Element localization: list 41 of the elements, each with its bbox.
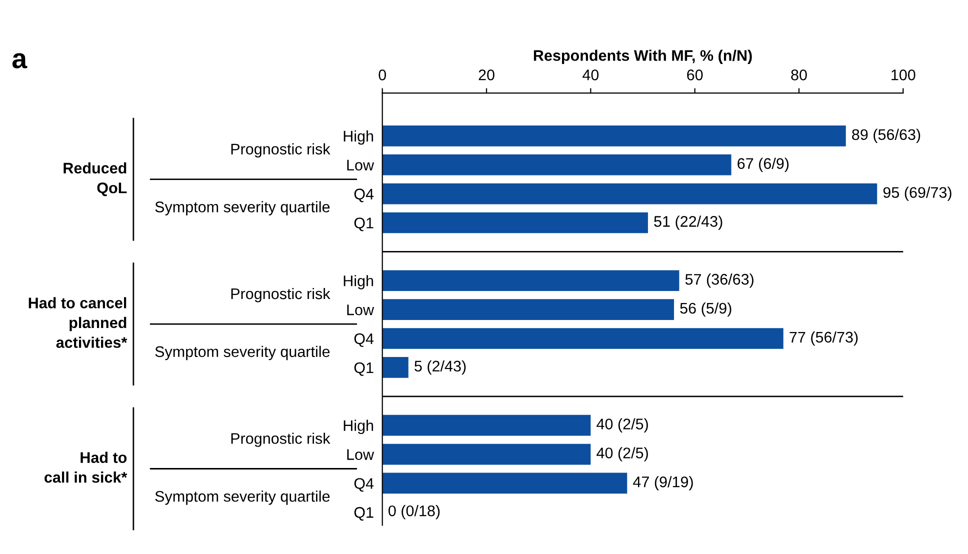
y-tick-label: High xyxy=(344,130,374,145)
y-tick-label: High xyxy=(344,420,374,434)
x-axis-title: Respondents With MF, % (n/N) xyxy=(534,50,752,64)
text: Symptom severity quartile xyxy=(155,490,330,505)
text: Symptom severity quartile xyxy=(155,201,330,216)
x-tick-label: 20 xyxy=(478,70,494,80)
text: Had to cancel planned activities* xyxy=(28,297,128,348)
y-tick-label: Q1 xyxy=(354,218,374,232)
x-tick-label: 0 xyxy=(378,70,386,80)
data-label: 89 (56/63) xyxy=(852,128,920,144)
x-tick-label: 60 xyxy=(687,70,703,80)
x-tick-label: 80 xyxy=(791,70,807,80)
y-tick-label: Low xyxy=(347,304,374,316)
text: a xyxy=(12,53,28,68)
data-label: 77 (56/73) xyxy=(790,331,858,346)
data-label: 67 (6/9) xyxy=(738,158,789,172)
data-label: 51 (22/43) xyxy=(654,216,722,230)
x-tick-label: 40 xyxy=(582,70,599,80)
text: Reduced QoL xyxy=(64,162,127,196)
text: Symptom severity quartile xyxy=(155,346,330,360)
y-tick-label: Q1 xyxy=(354,362,374,376)
data-label: 57 (36/63) xyxy=(685,274,754,288)
y-tick-label: Q1 xyxy=(354,507,374,521)
y-tick-label: Low xyxy=(347,160,374,171)
text: Prognostic risk xyxy=(231,143,330,158)
data-label: 40 (2/5) xyxy=(596,447,648,462)
data-label: 56 (5/9) xyxy=(680,302,732,317)
text: Had to call in sick* xyxy=(44,452,128,483)
text: Prognostic risk xyxy=(231,432,330,447)
text: Prognostic risk xyxy=(231,288,330,302)
x-tick-label: 100 xyxy=(892,70,916,80)
data-label: 47 (9/19) xyxy=(633,476,693,490)
data-label: 0 (0/18) xyxy=(388,505,440,520)
y-tick-label: High xyxy=(344,275,374,290)
y-tick-label: Q4 xyxy=(354,478,374,492)
data-label: 95 (69/73) xyxy=(883,186,952,201)
y-tick-label: Q4 xyxy=(354,188,374,202)
y-tick-label: Low xyxy=(347,449,374,460)
data-label: 5 (2/43) xyxy=(414,360,466,375)
y-tick-label: Q4 xyxy=(354,333,374,347)
data-label: 40 (2/5) xyxy=(596,418,648,432)
